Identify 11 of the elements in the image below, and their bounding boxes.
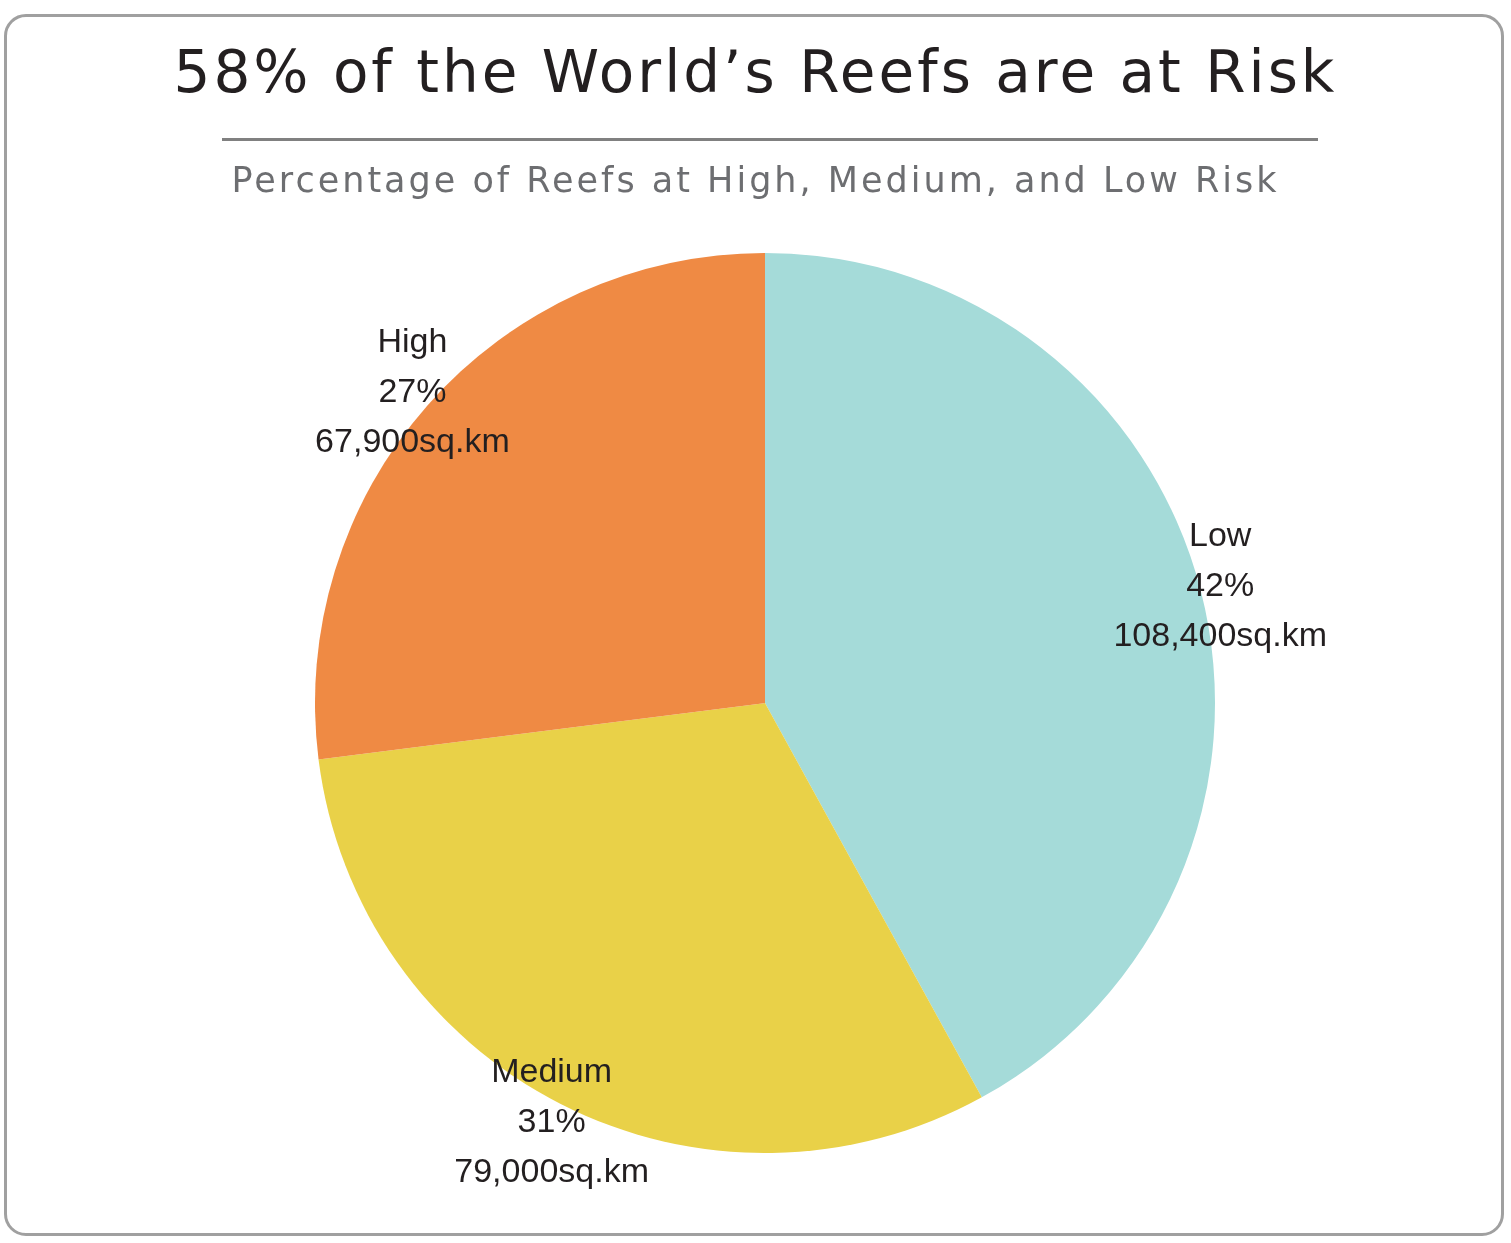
data-label: 27%	[378, 371, 447, 410]
text: 79,000sq.km	[454, 1150, 649, 1189]
slice-label: High	[377, 321, 448, 360]
chart-title: 58% of the World’s Reefs are at Risk	[172, 38, 1339, 106]
chart-subtitle: Percentage of Reefs at High, Medium, and Low Risk	[230, 160, 1281, 200]
slice-label: Low	[1189, 515, 1252, 554]
data-label: 42%	[1186, 565, 1255, 604]
text: 108,400sq.km	[1113, 615, 1328, 654]
pie-slice	[318, 703, 982, 1153]
pie-slice	[315, 253, 765, 760]
data-label: 31%	[517, 1100, 586, 1139]
